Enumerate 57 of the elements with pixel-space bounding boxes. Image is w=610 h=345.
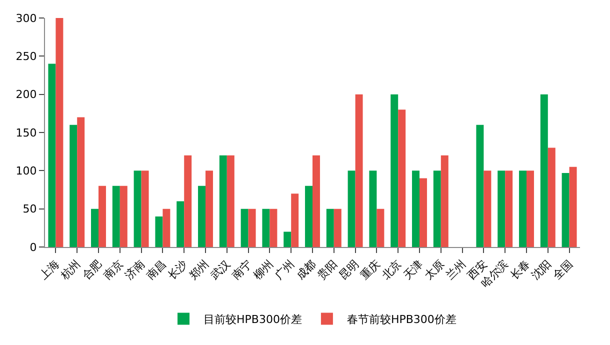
- bar: [120, 186, 128, 247]
- bar: [548, 148, 556, 247]
- bar: [398, 110, 406, 247]
- bar: [206, 170, 213, 247]
- bar: [162, 208, 170, 247]
- bar: [305, 186, 312, 247]
- y-tick-label: 50: [22, 202, 37, 216]
- y-tick-label: 300: [16, 12, 37, 25]
- bar: [91, 208, 98, 247]
- bar: [498, 170, 506, 247]
- bar: [412, 170, 420, 247]
- bar: [355, 94, 363, 247]
- bar: [505, 170, 513, 247]
- bar: [48, 64, 56, 247]
- bar: [270, 208, 278, 247]
- bar: [519, 170, 526, 247]
- bar: [56, 18, 64, 247]
- bar: [334, 208, 342, 247]
- bar: [155, 216, 163, 247]
- y-tick-label: 150: [16, 126, 37, 140]
- bar: [198, 186, 206, 247]
- bar: [262, 208, 270, 247]
- bar: [440, 155, 448, 247]
- bar: [77, 117, 85, 247]
- y-tick-label: 100: [16, 164, 37, 178]
- bar: [70, 124, 78, 247]
- bar: [369, 170, 377, 247]
- bar: [226, 155, 234, 247]
- bar: [348, 170, 356, 247]
- y-tick-label: 250: [16, 50, 37, 64]
- bar: [184, 155, 192, 247]
- bar: [219, 155, 227, 247]
- bar: [141, 170, 149, 247]
- bar: [326, 208, 334, 247]
- y-tick-label: 0: [30, 240, 37, 254]
- bar: [540, 94, 548, 247]
- bar: [569, 166, 577, 247]
- bar: [376, 208, 384, 247]
- y-tick-label: 200: [16, 88, 37, 102]
- bar: [240, 208, 248, 247]
- bar: [176, 201, 184, 247]
- bar: [98, 186, 106, 247]
- bar: [433, 170, 441, 247]
- bar: [291, 194, 299, 247]
- legend-label: 目前较HPB300价差: [204, 313, 302, 326]
- bar: [390, 94, 398, 247]
- bar: [562, 172, 570, 247]
- bar: [526, 170, 534, 247]
- bar: [134, 170, 142, 247]
- bar: [420, 178, 427, 247]
- bar: [284, 232, 292, 247]
- bar: [248, 208, 256, 247]
- bar: [476, 124, 484, 247]
- bar: [312, 155, 320, 247]
- bar: [484, 170, 492, 247]
- bar: [112, 186, 120, 247]
- legend-label: 春节前较HPB300价差: [346, 313, 456, 326]
